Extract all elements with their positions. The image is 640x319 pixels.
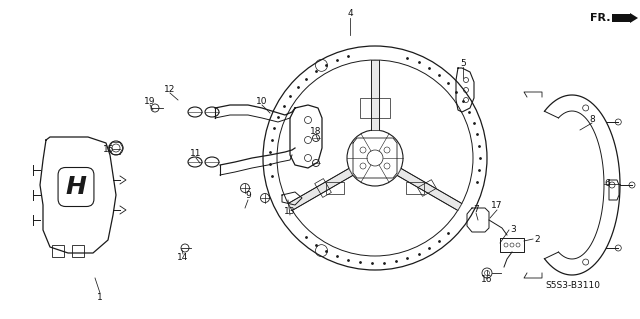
Bar <box>417 180 436 196</box>
Polygon shape <box>397 168 462 211</box>
Text: 9: 9 <box>245 191 251 201</box>
Text: 12: 12 <box>164 85 176 93</box>
Text: 19: 19 <box>144 97 156 106</box>
Bar <box>315 179 332 197</box>
Text: 13: 13 <box>284 206 296 216</box>
Polygon shape <box>371 60 379 130</box>
Text: 17: 17 <box>492 202 503 211</box>
Bar <box>326 182 344 194</box>
Text: 7: 7 <box>473 204 479 213</box>
Text: 3: 3 <box>510 226 516 234</box>
Text: 10: 10 <box>256 97 268 106</box>
Text: H: H <box>65 175 86 199</box>
FancyArrow shape <box>612 13 638 23</box>
Text: 15: 15 <box>103 145 115 153</box>
Text: 5: 5 <box>460 58 466 68</box>
Text: 14: 14 <box>177 254 189 263</box>
Text: FR.: FR. <box>590 13 611 23</box>
Text: 6: 6 <box>604 180 610 189</box>
Text: 2: 2 <box>534 234 540 243</box>
Text: 8: 8 <box>589 115 595 123</box>
Bar <box>72 245 84 257</box>
Text: S5S3-B3110: S5S3-B3110 <box>545 280 600 290</box>
Polygon shape <box>288 168 353 211</box>
Text: 4: 4 <box>347 10 353 19</box>
Bar <box>360 98 390 118</box>
Text: 16: 16 <box>481 275 493 284</box>
Text: 11: 11 <box>190 150 202 159</box>
Text: 1: 1 <box>97 293 103 301</box>
Bar <box>406 182 424 194</box>
Text: 18: 18 <box>310 127 322 136</box>
Bar <box>52 245 64 257</box>
